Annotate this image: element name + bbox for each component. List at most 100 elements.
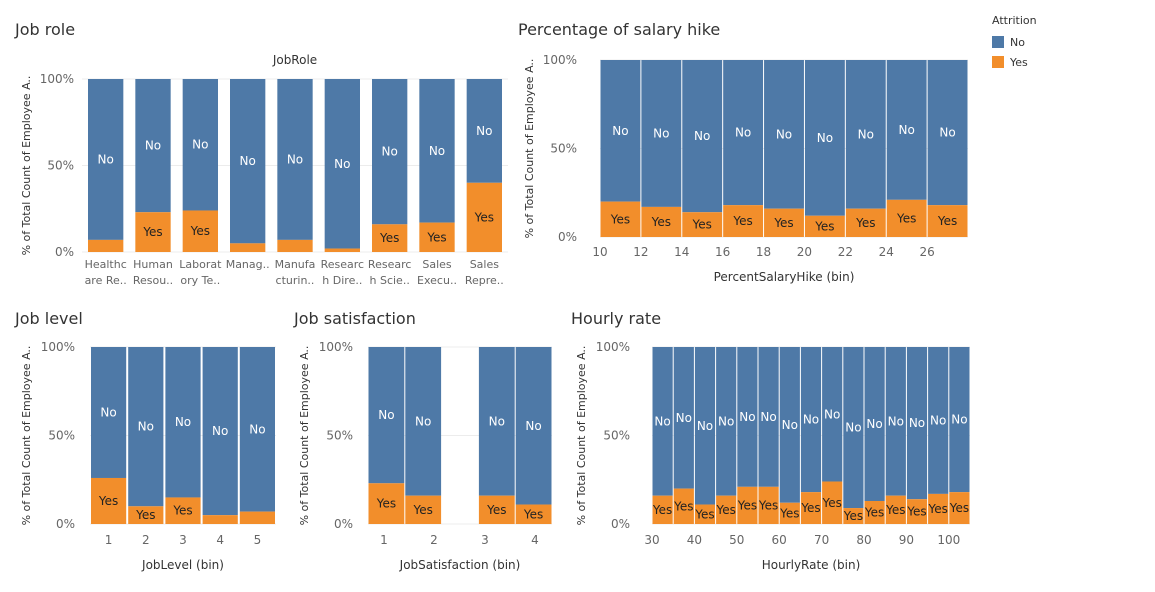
salaryhike-bar-no-2 xyxy=(682,60,723,213)
salaryhike-xtick-label: 16 xyxy=(715,245,730,259)
hourlyrate-bar-no-3 xyxy=(716,347,737,496)
salaryhike-label-no-8: No xyxy=(939,126,955,140)
jobrole-category-label: Laborat xyxy=(179,258,222,271)
jobsatisfaction-ytick-label: 0% xyxy=(334,517,353,531)
jobrole-label-yes-6: Yes xyxy=(379,231,399,245)
hourlyrate-bar-no-14 xyxy=(949,347,970,493)
hourlyrate-xtick-label: 40 xyxy=(687,533,702,547)
salaryhike-label-yes-4: Yes xyxy=(773,216,793,230)
salaryhike-xtick-label: 14 xyxy=(674,245,689,259)
jobrole-category-label: Healthc xyxy=(85,258,127,271)
hourlyrate-xtick-label: 30 xyxy=(644,533,659,547)
salaryhike-xtick-label: 20 xyxy=(797,245,812,259)
legend-swatch-yes xyxy=(992,56,1004,68)
hourlyrate-label-no-9: No xyxy=(845,421,861,435)
salaryhike-bar-yes-7 xyxy=(886,199,927,237)
jobsatisfaction-label-no-0: No xyxy=(378,408,394,422)
hourlyrate-bar-no-9 xyxy=(843,347,864,509)
hourlyrate-label-yes-9: Yes xyxy=(843,509,863,523)
hourlyrate-label-no-13: No xyxy=(930,413,946,427)
jobrole-category-label: Sales xyxy=(470,258,500,271)
hourlyrate-ytick-label: 50% xyxy=(603,429,630,443)
hourlyrate-label-no-6: No xyxy=(782,418,798,432)
salaryhike-label-yes-2: Yes xyxy=(692,218,712,232)
title-job-satisfaction: Job satisfaction xyxy=(294,309,416,328)
salaryhike-label-no-6: No xyxy=(858,127,874,141)
salaryhike-ytick-label: 100% xyxy=(543,53,577,67)
jobrole-ytick-label: 50% xyxy=(47,159,74,173)
hourlyrate-label-no-11: No xyxy=(888,414,904,428)
jobrole-label-no-6: No xyxy=(382,145,398,159)
hourlyrate-bar-no-6 xyxy=(779,347,800,503)
jobrole-label-no-1: No xyxy=(145,139,161,153)
hourlyrate-bar-yes-12 xyxy=(906,499,928,524)
joblevel-label-yes-0: Yes xyxy=(98,494,118,508)
joblevel-label-no-0: No xyxy=(100,405,116,419)
hourlyrate-bar-yes-7 xyxy=(800,492,822,524)
joblevel-label-no-1: No xyxy=(138,420,154,434)
jobsatisfaction-ytick-label: 50% xyxy=(326,429,353,443)
joblevel-bar-no-4 xyxy=(239,347,275,512)
salaryhike-xtick-label: 18 xyxy=(756,245,771,259)
hourlyrate-label-yes-14: Yes xyxy=(949,501,969,515)
jobrole-label-yes-8: Yes xyxy=(474,210,494,224)
joblevel-ytick-label: 100% xyxy=(41,340,75,354)
hourlyrate-bar-no-4 xyxy=(737,347,758,487)
legend-item-yes[interactable]: Yes xyxy=(992,52,1037,72)
joblevel-bar-no-3 xyxy=(202,347,238,516)
hourlyrate-bar-no-8 xyxy=(822,347,843,482)
hourlyrate-ytick-label: 0% xyxy=(611,517,630,531)
jobrole-ytick-label: 0% xyxy=(55,245,74,259)
salaryhike-label-no-2: No xyxy=(694,129,710,143)
hourlyrate-label-no-2: No xyxy=(697,419,713,433)
hourlyrate-bar-yes-2 xyxy=(694,504,716,524)
hourlyrate-bar-no-11 xyxy=(885,347,906,496)
jobsatisfaction-bar-yes-2 xyxy=(478,495,515,524)
joblevel-xtick-label: 5 xyxy=(254,533,262,547)
jobsatisfaction-xtick-label: 4 xyxy=(531,533,539,547)
salaryhike-bar-yes-6 xyxy=(845,208,886,237)
hourlyrate-label-yes-5: Yes xyxy=(758,498,778,512)
hourlyrate-label-yes-13: Yes xyxy=(928,502,948,516)
joblevel-bar-no-0 xyxy=(91,347,127,478)
jobrole-bar-no-8 xyxy=(466,79,502,183)
salaryhike-label-yes-3: Yes xyxy=(732,214,752,228)
salaryhike-xtick-label: 12 xyxy=(633,245,648,259)
salaryhike-bar-yes-4 xyxy=(764,208,804,237)
salaryhike-bar-yes-2 xyxy=(682,212,723,237)
jobrole-label-no-0: No xyxy=(98,152,114,166)
joblevel-ytick-label: 0% xyxy=(56,517,75,531)
hourlyrate-bar-yes-3 xyxy=(716,495,737,524)
legend-item-no[interactable]: No xyxy=(992,32,1037,52)
salaryhike-label-no-0: No xyxy=(612,124,628,138)
joblevel-label-yes-1: Yes xyxy=(135,508,155,522)
joblevel-label-no-4: No xyxy=(249,422,265,436)
hourlyrate-label-no-12: No xyxy=(909,416,925,430)
jobsatisfaction-xtick-label: 3 xyxy=(481,533,489,547)
joblevel-bar-yes-1 xyxy=(128,506,164,524)
joblevel-bar-yes-0 xyxy=(91,477,127,524)
jobsatisfaction-label-yes-1: Yes xyxy=(413,503,433,517)
jobrole-label-no-8: No xyxy=(476,124,492,138)
hourlyrate-bar-yes-14 xyxy=(949,492,970,524)
joblevel-label-no-2: No xyxy=(175,415,191,429)
hourlyrate-label-no-7: No xyxy=(803,413,819,427)
hourlyrate-label-yes-0: Yes xyxy=(652,503,672,517)
jobsatisfaction-label-no-2: No xyxy=(489,414,505,428)
joblevel-xlabel: JobLevel (bin) xyxy=(141,558,224,572)
hourlyrate-label-yes-10: Yes xyxy=(864,505,884,519)
salaryhike-bar-yes-1 xyxy=(641,206,682,237)
jobsatisfaction-label-yes-3: Yes xyxy=(523,507,543,521)
hourlyrate-xtick-label: 50 xyxy=(729,533,744,547)
hourlyrate-bar-no-10 xyxy=(864,347,885,501)
legend-label-no: No xyxy=(1010,35,1025,49)
jobrole-category-label: Repre.. xyxy=(465,274,504,287)
jobrole-label-no-5: No xyxy=(334,157,350,171)
jobrole-category-label: Manag.. xyxy=(226,258,270,271)
joblevel-xtick-label: 4 xyxy=(216,533,224,547)
jobrole-bar-no-2 xyxy=(182,79,218,211)
salaryhike-label-yes-0: Yes xyxy=(610,212,630,226)
hourlyrate-label-no-4: No xyxy=(739,410,755,424)
salaryhike-label-yes-1: Yes xyxy=(651,215,671,229)
